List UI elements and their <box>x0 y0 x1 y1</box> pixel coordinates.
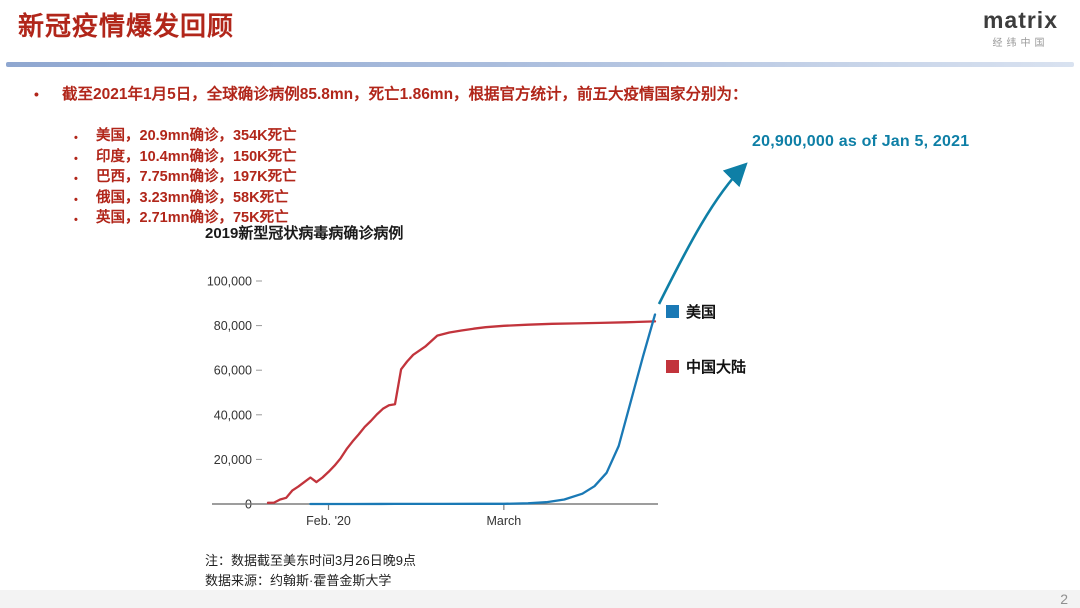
chart-title: 2019新型冠状病毒病确诊病例 <box>205 225 404 242</box>
main-bullet: • 截至2021年1月5日，全球确诊病例85.8mn，死亡1.86mn，根据官方… <box>34 84 750 106</box>
china-legend-swatch <box>666 359 679 373</box>
list-item-text: 巴西，7.75mn确诊，197K死亡 <box>96 169 297 186</box>
us-legend-swatch <box>666 304 679 318</box>
bullet-icon: • <box>74 193 78 206</box>
svg-text:80,000: 80,000 <box>214 319 252 333</box>
list-item: • 印度，10.4mn确诊，150K死亡 <box>74 148 297 169</box>
svg-text:20,000: 20,000 <box>214 453 252 467</box>
list-item: • 俄国，3.23mn确诊，58K死亡 <box>74 189 297 210</box>
svg-text:0: 0 <box>245 498 252 512</box>
note-cutoff: 注：数据截至美东时间3月26日晚9点 <box>205 553 416 568</box>
chart-legend: 美国 中国大陆 <box>666 302 747 376</box>
svg-text:40,000: 40,000 <box>214 408 252 422</box>
country-stats-list: • 美国，20.9mn确诊，354K死亡 • 印度，10.4mn确诊，150K死… <box>74 127 297 230</box>
bullet-icon: • <box>34 86 39 102</box>
chart-annotation: 20,900,000 as of Jan 5, 2021 <box>752 133 970 150</box>
list-item-text: 美国，20.9mn确诊，354K死亡 <box>96 128 297 144</box>
list-item: • 巴西，7.75mn确诊，197K死亡 <box>74 168 297 189</box>
chart-footnotes: 注：数据截至美东时间3月26日晚9点 数据来源：约翰斯·霍普金斯大学 <box>205 551 416 591</box>
page-number: 2 <box>1060 591 1068 607</box>
bullet-icon: • <box>74 214 78 227</box>
legend-item-us: 美国 <box>666 302 746 321</box>
bullet-icon: • <box>74 173 78 186</box>
china-series-line <box>266 320 657 504</box>
main-bullet-text: 截至2021年1月5日，全球确诊病例85.8mn，死亡1.86mn，根据官方统计… <box>62 86 748 103</box>
bullet-icon: • <box>74 152 78 165</box>
logo-wordmark: matrix <box>982 7 1058 33</box>
annotation-arrow <box>657 162 748 305</box>
y-axis: 0 20,000 40,000 60,000 80,000 100,000 <box>207 275 262 512</box>
svg-text:Feb. '20: Feb. '20 <box>306 514 351 528</box>
list-item-text: 英国，2.71mn确诊，75K死亡 <box>96 210 289 227</box>
svg-text:March: March <box>486 514 521 528</box>
svg-text:60,000: 60,000 <box>214 364 252 378</box>
matrix-logo: matrix 经纬中国 <box>983 8 1058 49</box>
header-divider <box>6 62 1074 67</box>
note-source: 数据来源：约翰斯·霍普金斯大学 <box>205 573 392 588</box>
legend-label: 美国 <box>686 303 717 321</box>
legend-item-china: 中国大陆 <box>666 357 747 376</box>
list-item: • 英国，2.71mn确诊，75K死亡 <box>74 209 297 230</box>
list-item: • 美国，20.9mn确诊，354K死亡 <box>74 127 297 148</box>
page-title: 新冠疫情爆发回顾 <box>18 11 235 41</box>
svg-text:100,000: 100,000 <box>207 275 252 289</box>
legend-label: 中国大陆 <box>686 358 747 376</box>
us-series-line <box>309 313 657 506</box>
bullet-icon: • <box>74 132 78 144</box>
logo-subtext: 经纬中国 <box>992 38 1049 49</box>
x-axis: Feb. '20 March <box>212 503 658 528</box>
bottom-strip <box>0 590 1080 608</box>
list-item-text: 印度，10.4mn确诊，150K死亡 <box>96 148 297 165</box>
list-item-text: 俄国，3.23mn确诊，58K死亡 <box>96 189 289 206</box>
